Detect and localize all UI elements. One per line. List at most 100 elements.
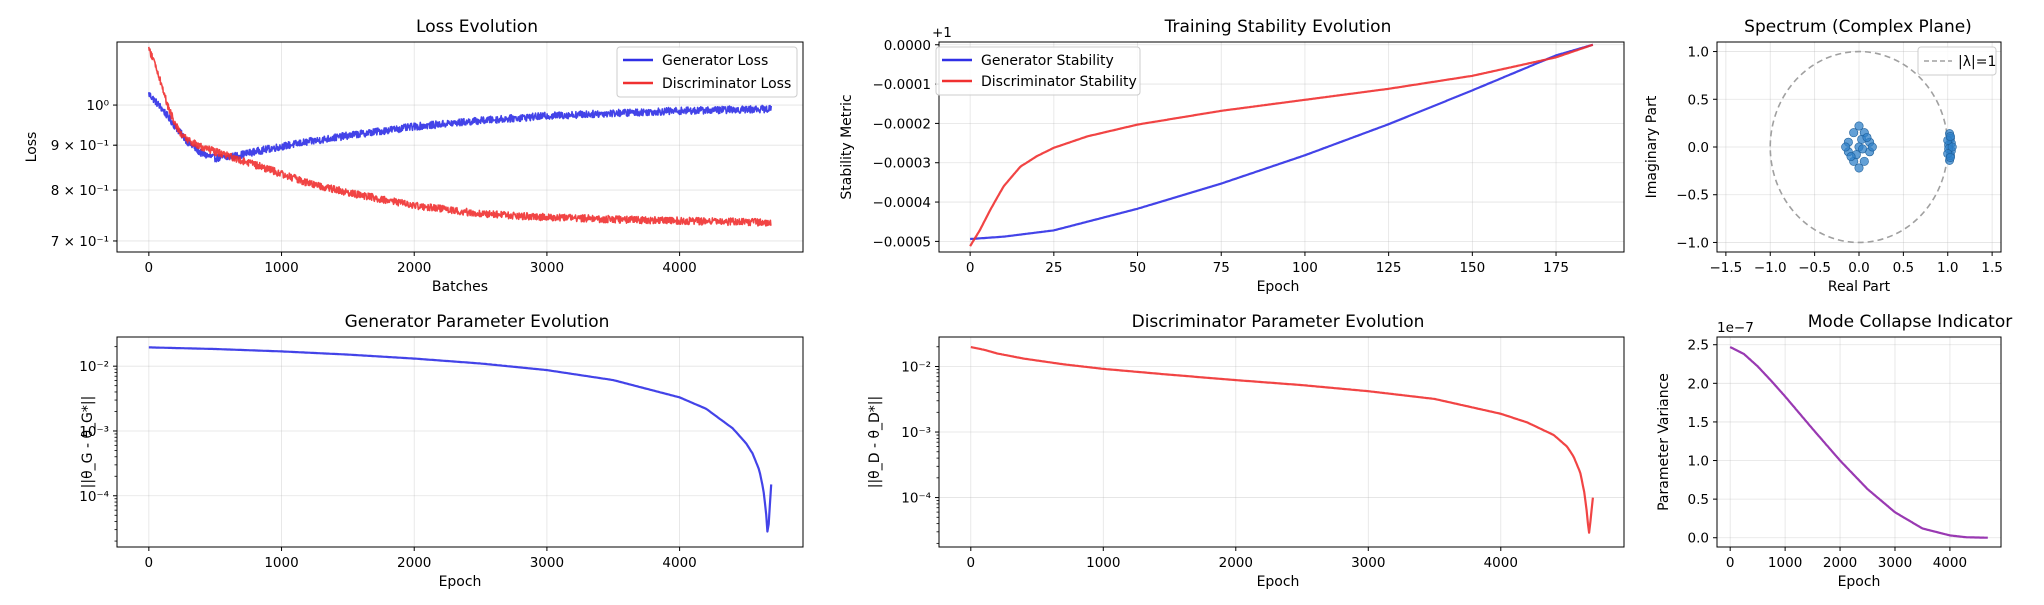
eigenvalue-point bbox=[1862, 132, 1872, 142]
spectrum-xtick-label: 0.0 bbox=[1848, 260, 1869, 276]
mode_collapse-ytick-label: 2.0 bbox=[1688, 376, 1709, 392]
stability-title: Training Stability Evolution bbox=[1164, 17, 1392, 37]
legend-discriminator-stability: Discriminator Stability bbox=[981, 74, 1137, 90]
stability-xtick-label: 125 bbox=[1376, 260, 1402, 276]
eigenvalue-point bbox=[1859, 156, 1869, 166]
panel-disc-param: Discriminator Parameter Evolution 0 1000 2… bbox=[867, 312, 1625, 590]
stability-xtick-label: 75 bbox=[1213, 260, 1230, 276]
stability-xtick-label: 25 bbox=[1045, 260, 1062, 276]
stability-xtick-label: 0 bbox=[966, 260, 975, 276]
disc_param-xtick-label: 0 bbox=[967, 555, 976, 571]
stability-ylabel: Stability Metric bbox=[839, 94, 855, 199]
panel-mode-collapse: Mode Collapse Indicator 0 1000 2000 3000 400… bbox=[1656, 312, 2012, 590]
loss-xtick-label: 3000 bbox=[530, 260, 564, 276]
stability-ytick-label: −0.0003 bbox=[872, 156, 931, 172]
eigenvalue-point bbox=[1945, 132, 1955, 142]
mode_collapse-ytick-label: 0.0 bbox=[1688, 531, 1709, 547]
disc_param-xtick-label: 3000 bbox=[1351, 555, 1385, 571]
spectrum-ylabel: Imaginary Part bbox=[1644, 95, 1660, 198]
legend-generator-stability: Generator Stability bbox=[981, 53, 1114, 69]
eigenvalue-point bbox=[1846, 152, 1856, 162]
loss-xlabel: Batches bbox=[432, 279, 488, 295]
mode_collapse-ytick-label: 2.5 bbox=[1688, 338, 1709, 354]
eigenvalue-point bbox=[1849, 128, 1859, 138]
disc_param-ytick-label: 10⁻⁴ bbox=[901, 491, 931, 507]
loss-legend: Generator Loss Discriminator Loss bbox=[616, 46, 798, 98]
stability-legend: Generator Stability Discriminator Stabil… bbox=[935, 46, 1141, 96]
spectrum-xtick-label: −1.0 bbox=[1754, 260, 1787, 276]
mode_collapse-ytick-label: 1.0 bbox=[1688, 454, 1709, 470]
eigenvalue-point bbox=[1854, 163, 1864, 173]
eigenvalue-point bbox=[1858, 144, 1868, 154]
stability-axes-frame bbox=[938, 41, 1625, 253]
stability-xtick-label: 175 bbox=[1543, 260, 1569, 276]
spectrum-ytick-label: 0.5 bbox=[1688, 92, 1709, 108]
disc_param-series-discriminator bbox=[970, 346, 1594, 534]
disc-param-title: Discriminator Parameter Evolution bbox=[1132, 312, 1425, 332]
loss-ytick-label: 7 × 10⁻¹ bbox=[51, 234, 109, 250]
stability-ytick-label: −0.0001 bbox=[872, 77, 931, 93]
mode_collapse-xtick-label: 4000 bbox=[1933, 555, 1967, 571]
panel-gen-param: Generator Parameter Evolution 0 1000 2000 3… bbox=[79, 312, 804, 590]
gen_param-xtick-label: 3000 bbox=[530, 555, 564, 571]
stability-offset-label: +1 bbox=[932, 25, 952, 41]
spectrum-axes-frame bbox=[1716, 41, 2002, 253]
disc_param-ytick-label: 10⁻³ bbox=[901, 425, 931, 441]
mode_collapse-xtick-label: 0 bbox=[1726, 555, 1735, 571]
disc-param-ylabel: ||θ_D - θ_D*|| bbox=[867, 396, 883, 489]
mode-collapse-title: Mode Collapse Indicator bbox=[1808, 312, 2013, 332]
stability-xtick-label: 150 bbox=[1459, 260, 1485, 276]
stability-ytick-label: 0.0000 bbox=[884, 38, 931, 54]
gen_param-ytick-label: 10⁻² bbox=[79, 359, 109, 375]
mode_collapse-xtick-label: 1000 bbox=[1768, 555, 1802, 571]
eigenvalue-point bbox=[1854, 121, 1864, 131]
loss-ytick-label: 9 × 10⁻¹ bbox=[51, 138, 109, 154]
disc_param-xtick-label: 1000 bbox=[1086, 555, 1120, 571]
loss-title: Loss Evolution bbox=[416, 17, 538, 37]
spectrum-ytick-label: −1.0 bbox=[1676, 235, 1709, 251]
mode_collapse-xtick-label: 2000 bbox=[1823, 555, 1857, 571]
spectrum-xtick-label: 0.5 bbox=[1893, 260, 1914, 276]
stability-ytick-label: −0.0004 bbox=[872, 195, 931, 211]
spectrum-title: Spectrum (Complex Plane) bbox=[1744, 17, 1972, 37]
spectrum-xtick-label: −1.5 bbox=[1709, 260, 1742, 276]
spectrum-ytick-label: −0.5 bbox=[1676, 188, 1709, 204]
loss-xtick-label: 0 bbox=[145, 260, 154, 276]
loss-ytick-label: 10⁰ bbox=[86, 98, 109, 114]
gen_param-xtick-label: 0 bbox=[145, 555, 154, 571]
panel-loss: Loss Evolution 0 1000 2000 3000 4000 7 × 10⁻¹… bbox=[24, 17, 804, 295]
spectrum-xtick-label: 1.0 bbox=[1937, 260, 1958, 276]
loss-series-generator-loss bbox=[148, 92, 772, 163]
loss-series-discriminator-loss bbox=[148, 46, 772, 227]
stability-xlabel: Epoch bbox=[1257, 279, 1300, 295]
gen_param-ytick-label: 10⁻⁴ bbox=[79, 489, 109, 505]
mode_collapse-xtick-label: 3000 bbox=[1878, 555, 1912, 571]
loss-axes-frame bbox=[116, 41, 804, 253]
loss-xtick-label: 1000 bbox=[264, 260, 298, 276]
loss-xtick-label: 2000 bbox=[397, 260, 431, 276]
spectrum-xtick-label: 1.5 bbox=[1981, 260, 2002, 276]
gen_param-ytick-label: 10⁻³ bbox=[79, 424, 109, 440]
stability-series-discriminator-stability bbox=[969, 43, 1594, 247]
mode-collapse-axes-frame bbox=[1716, 336, 2002, 548]
gen_param-series-generator bbox=[148, 346, 773, 533]
spectrum-ytick-label: 1.0 bbox=[1688, 45, 1709, 61]
loss-xtick-label: 4000 bbox=[662, 260, 696, 276]
panel-stability: Training Stability Evolution 0 25 50 75 100 1… bbox=[839, 17, 1625, 295]
mode_collapse-series-variance bbox=[1729, 346, 1989, 539]
legend-discriminator-loss: Discriminator Loss bbox=[662, 76, 791, 92]
eigenvalue-point bbox=[1945, 153, 1955, 163]
stability-ytick-label: −0.0005 bbox=[872, 234, 931, 250]
mode-collapse-xlabel: Epoch bbox=[1838, 574, 1881, 590]
stability-xtick-label: 50 bbox=[1129, 260, 1146, 276]
eigenvalue-point bbox=[1947, 142, 1957, 152]
gen-param-axes-frame bbox=[116, 336, 804, 548]
disc_param-ytick-label: 10⁻² bbox=[901, 360, 931, 376]
disc-param-axes-frame bbox=[938, 336, 1625, 548]
spectrum-legend: |λ|=1 bbox=[1917, 46, 1997, 76]
spectrum-ytick-label: 0.0 bbox=[1688, 140, 1709, 156]
gen_param-xtick-label: 4000 bbox=[662, 555, 696, 571]
eigenvalue-point bbox=[1867, 142, 1877, 152]
legend-generator-loss: Generator Loss bbox=[662, 53, 768, 69]
